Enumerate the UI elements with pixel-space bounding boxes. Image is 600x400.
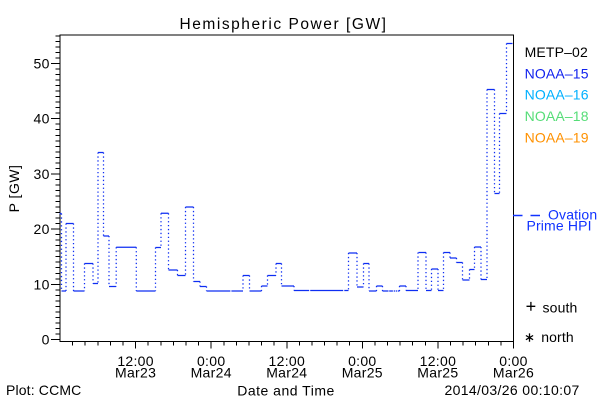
svg-text:12:00: 12:00 [269, 353, 306, 369]
svg-text:12:00: 12:00 [117, 353, 154, 369]
svg-text:Mar25: Mar25 [342, 365, 383, 381]
svg-text:P [GW]: P [GW] [6, 165, 22, 213]
svg-text:2014/03/26 00:10:07: 2014/03/26 00:10:07 [445, 382, 580, 398]
svg-text:Mar25: Mar25 [417, 365, 458, 381]
svg-text:Prime HPI: Prime HPI [527, 218, 592, 234]
svg-text:Mar24: Mar24 [266, 365, 307, 381]
svg-text:NOAA–18: NOAA–18 [525, 108, 589, 124]
svg-text:METP–02: METP–02 [525, 44, 588, 60]
svg-text:NOAA–16: NOAA–16 [525, 87, 589, 103]
svg-text:40: 40 [34, 111, 50, 127]
svg-text:Date and Time: Date and Time [237, 383, 335, 399]
svg-text:0:00: 0:00 [499, 353, 527, 369]
svg-text:12:00: 12:00 [420, 353, 457, 369]
svg-text:Plot: CCMC: Plot: CCMC [6, 382, 81, 398]
svg-text:NOAA–15: NOAA–15 [525, 65, 589, 81]
svg-text:50: 50 [34, 56, 50, 72]
svg-text:0:00: 0:00 [348, 353, 376, 369]
svg-text:Mar23: Mar23 [115, 365, 156, 381]
svg-text:0: 0 [42, 332, 50, 348]
svg-text:north: north [541, 329, 574, 345]
svg-text:0:00: 0:00 [197, 353, 225, 369]
svg-text:NOAA–19: NOAA–19 [525, 129, 589, 145]
svg-text:30: 30 [34, 166, 50, 182]
svg-text:20: 20 [34, 221, 50, 237]
svg-text:south: south [543, 299, 578, 315]
svg-text:Hemispheric Power [GW]: Hemispheric Power [GW] [179, 16, 387, 33]
svg-text:Mar26: Mar26 [493, 365, 534, 381]
svg-text:10: 10 [34, 276, 50, 292]
svg-text:Mar24: Mar24 [191, 365, 232, 381]
svg-text:Ovation: Ovation [548, 207, 597, 223]
